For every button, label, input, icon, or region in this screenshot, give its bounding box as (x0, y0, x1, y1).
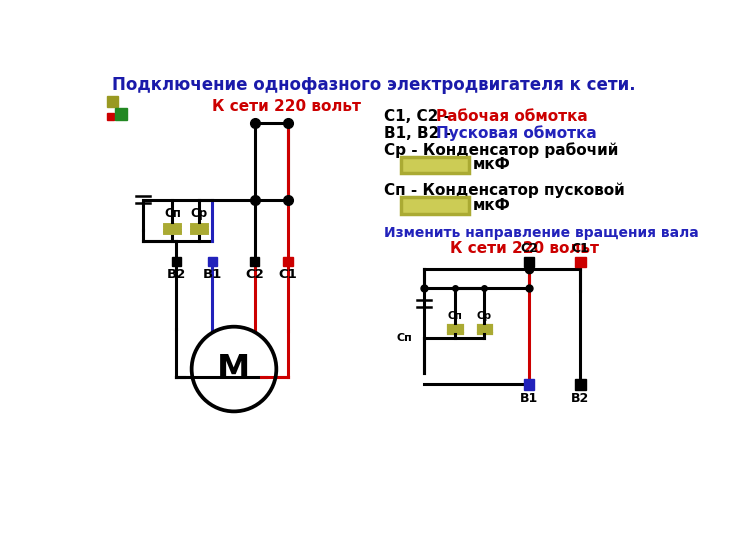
Bar (208, 256, 217, 266)
Text: Подключение однофазного электродвигателя к сети.: Подключение однофазного электродвигателя… (112, 76, 636, 95)
Bar (401, 197, 469, 213)
Bar (523, 379, 534, 390)
Text: Пусковая обмотка: Пусковая обмотка (437, 125, 597, 141)
Text: B1: B1 (520, 392, 538, 405)
Text: Сп: Сп (447, 311, 462, 321)
Text: Сп: Сп (164, 207, 181, 220)
Text: C2: C2 (520, 242, 538, 255)
Text: B1, B2 -: B1, B2 - (384, 126, 456, 141)
Text: Сп: Сп (397, 333, 412, 343)
Text: C1: C1 (279, 268, 297, 281)
Bar (575, 256, 586, 267)
Bar (523, 256, 534, 267)
Text: B2: B2 (572, 392, 590, 405)
Bar (250, 256, 259, 266)
Text: Изменить направление вращения вала: Изменить направление вращения вала (384, 226, 699, 240)
Text: C1: C1 (572, 242, 589, 255)
Text: B2: B2 (166, 268, 186, 281)
Bar (575, 379, 586, 390)
Text: К сети 220 вольт: К сети 220 вольт (212, 99, 361, 114)
Text: Сп - Конденсатор пусковой: Сп - Конденсатор пусковой (384, 183, 625, 198)
Text: C2: C2 (245, 268, 264, 281)
Bar (115, 108, 127, 119)
Bar (401, 157, 469, 174)
Text: Ср - Конденсатор рабочий: Ср - Конденсатор рабочий (384, 142, 618, 158)
Bar (107, 113, 114, 119)
Text: Ср: Ср (191, 207, 208, 220)
Text: C1, C2 -: C1, C2 - (384, 109, 456, 124)
Text: B1: B1 (203, 268, 222, 281)
Text: К сети 220 вольт: К сети 220 вольт (450, 241, 599, 256)
Text: Рабочая обмотка: Рабочая обмотка (437, 109, 588, 124)
Bar (283, 256, 293, 266)
Text: Ср: Ср (477, 311, 492, 321)
Bar (107, 96, 118, 108)
Text: мкФ: мкФ (473, 157, 510, 172)
Text: мкФ: мкФ (473, 198, 510, 213)
Bar (172, 256, 181, 266)
Text: М: М (218, 353, 250, 385)
